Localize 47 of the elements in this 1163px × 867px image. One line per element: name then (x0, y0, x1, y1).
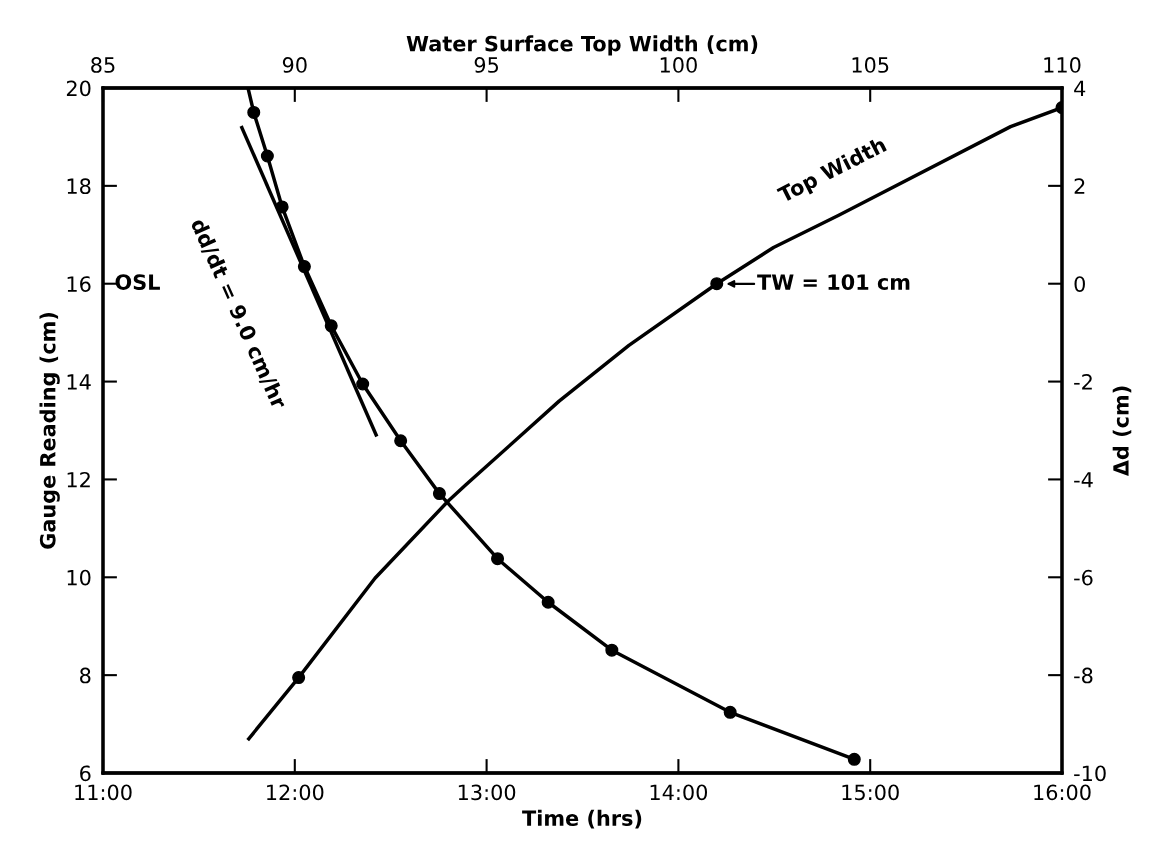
x2-tick-label: 110 (1044, 57, 1081, 73)
point (605, 643, 619, 657)
y2-tick-label: -8 (1074, 667, 1093, 684)
point (847, 752, 861, 766)
y-tick-label: 8 (80, 667, 91, 684)
x2-tick-label: 100 (660, 57, 697, 73)
point (356, 377, 370, 391)
x-tick-label: 14:00 (650, 784, 708, 801)
y2-tick-label: 4 (1074, 80, 1086, 96)
x-tick-label: 13:00 (458, 784, 516, 801)
y2-tick-label: -6 (1074, 569, 1093, 586)
point (394, 434, 408, 448)
y2-tick-label: -4 (1074, 472, 1093, 488)
x-tick-label: 16:00 (1034, 784, 1091, 801)
y2-axis-title: Δd (cm) (1112, 386, 1132, 477)
x-axis-title: Time (hrs) (522, 809, 642, 829)
point (324, 319, 338, 333)
x2-tick-label: 95 (474, 57, 499, 73)
y-tick-label: 16 (67, 276, 91, 292)
y-tick-label: 6 (80, 765, 91, 782)
y-tick-label: 12 (67, 471, 90, 488)
point (491, 552, 505, 566)
point (260, 149, 274, 163)
point (432, 487, 446, 501)
y2-tick-label: 2 (1074, 178, 1085, 194)
y-axis-title: Gauge Reading (cm) (39, 312, 60, 549)
x2-tick-label: 105 (852, 57, 889, 73)
y-tick-label: 10 (67, 569, 91, 586)
annotation: OSL (115, 274, 160, 290)
y-tick-label: 14 (67, 374, 91, 390)
x-tick-label: 11:00 (75, 784, 132, 801)
point (297, 260, 311, 274)
x2-tick-label: 90 (282, 57, 307, 73)
y2-tick-label: -10 (1074, 765, 1106, 782)
point (275, 200, 289, 214)
point (247, 105, 261, 119)
x-tick-label: 12:00 (267, 784, 324, 801)
point (723, 705, 737, 719)
annotation: TW = 101 cm (757, 274, 910, 290)
y2-tick-label: 0 (1074, 276, 1085, 292)
x-tick-label: 15:00 (842, 784, 899, 801)
y-tick-label: 18 (67, 178, 91, 195)
point (541, 595, 555, 609)
y-tick-label: 20 (66, 80, 91, 97)
y2-tick-label: -2 (1074, 374, 1092, 390)
x2-tick-label: 85 (91, 57, 115, 73)
x2-axis-title: Water Surface Top Width (cm) (406, 35, 758, 56)
